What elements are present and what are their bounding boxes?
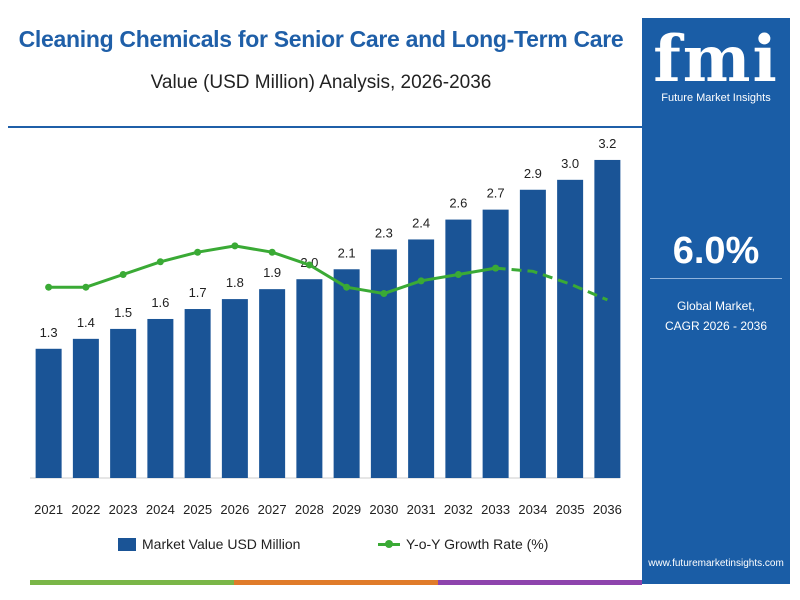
bar-2034 [519,189,546,478]
bar-line-chart: 1.31.41.51.61.71.81.92.02.12.32.42.62.72… [30,136,622,517]
bar-2031 [408,239,435,478]
bar-2027 [259,289,286,478]
legend-bar-label: Market Value USD Million [142,536,301,552]
legend-line-label: Y-o-Y Growth Rate (%) [406,536,549,552]
growth-point-2029 [343,283,351,291]
x-tick-label: 2021 [34,502,63,517]
website-link[interactable]: www.futuremarketinsights.com [648,558,784,569]
bar-value-label: 1.8 [226,275,244,290]
x-tick-label: 2031 [407,502,436,517]
growth-point-2023 [119,270,127,278]
growth-point-2024 [156,258,164,266]
growth-point-2022 [82,283,90,291]
bar-2030 [370,249,397,478]
x-tick-label: 2030 [369,502,398,517]
bar-2032 [445,219,472,479]
bar-2028 [296,279,323,478]
bar-value-label: 3.0 [561,156,579,171]
bar-2033 [482,209,509,479]
bar-value-label: 1.5 [114,305,132,320]
legend-bar-swatch [118,537,136,551]
stripe-orange [234,580,438,585]
x-tick-labels: 2021 2022 2023 2024 2025 2026 2027 2028 2029 2030… [34,502,622,517]
x-tick-label: 2034 [518,502,547,517]
x-tick-label: 2023 [109,502,138,517]
bar-value-label: 2.6 [449,196,467,211]
bar-value-label: 1.9 [263,265,281,280]
bar-2021 [35,348,62,478]
stripe-green [30,580,234,585]
bar-labels-layer: 1.31.41.51.61.71.81.92.02.12.32.42.62.72… [40,136,617,340]
chart-subtitle: Value (USD Million) Analysis, 2026-2036 [150,72,492,93]
x-tick-label: 2028 [295,502,324,517]
x-tick-label: 2024 [146,502,175,517]
x-tick-label: 2026 [220,502,249,517]
x-tick-label: 2035 [556,502,585,517]
x-tick-label: 2025 [183,502,212,517]
logo-text: fmi [653,22,779,97]
bar-value-label: 2.1 [338,245,356,260]
bars-layer [35,159,621,479]
side-panel: fmi Future Market Insights 6.0% Global M… [642,18,790,584]
title-divider [8,126,642,128]
x-tick-label: 2036 [593,502,622,517]
bottom-color-stripe [30,580,642,585]
cagr-value: 6.0% [672,230,760,272]
x-tick-label: 2033 [481,502,510,517]
bar-value-label: 1.6 [151,295,169,310]
stripe-purple [438,580,642,585]
growth-point-2031 [417,277,425,285]
cagr-divider [650,278,782,279]
bar-2023 [110,328,137,478]
chart-panel: Cleaning Chemicals for Senior Care and L… [0,26,642,585]
growth-point-2026 [231,242,239,250]
bar-value-label: 1.3 [40,325,58,340]
growth-point-2025 [194,248,202,256]
bar-2035 [557,179,584,478]
bar-value-label: 2.7 [487,186,505,201]
bar-value-label: 3.2 [598,136,616,151]
bar-2025 [184,309,211,478]
growth-line-layer [45,242,608,302]
x-tick-label: 2032 [444,502,473,517]
growth-point-2032 [454,270,462,278]
bar-2029 [333,269,360,478]
bar-2026 [221,299,248,478]
brand-logo: fmi Future Market Insights [642,22,790,105]
legend: Market Value USD Million Y-o-Y Growth Ra… [0,536,642,560]
growth-point-2033 [492,264,500,272]
bar-value-label: 2.3 [375,225,393,240]
x-tick-label: 2022 [71,502,100,517]
legend-line-swatch [378,539,400,548]
bar-value-label: 1.4 [77,315,95,330]
legend-item-growth-rate: Y-o-Y Growth Rate (%) [378,536,548,552]
growth-point-2028 [305,261,313,269]
growth-point-2027 [268,248,276,256]
x-tick-label: 2027 [258,502,287,517]
cagr-label-line2: CAGR 2026 - 2036 [664,319,768,333]
bar-value-label: 2.9 [524,166,542,181]
brand-name: Future Market Insights [661,92,771,104]
cagr-label-line1: Global Market, [676,299,756,313]
growth-point-2030 [380,290,388,298]
x-tick-label: 2029 [332,502,361,517]
growth-point-2021 [45,283,53,291]
bar-value-label: 1.7 [189,285,207,300]
bar-2024 [147,318,174,478]
growth-line-dashed [495,266,608,302]
bar-2036 [594,159,621,478]
legend-item-market-value: Market Value USD Million [118,536,300,552]
chart-title: Cleaning Chemicals for Senior Care and L… [18,26,624,52]
bar-2022 [72,338,99,478]
cagr-label: Global Market, CAGR 2026 - 2036 [642,296,790,336]
bar-value-label: 2.4 [412,215,430,230]
